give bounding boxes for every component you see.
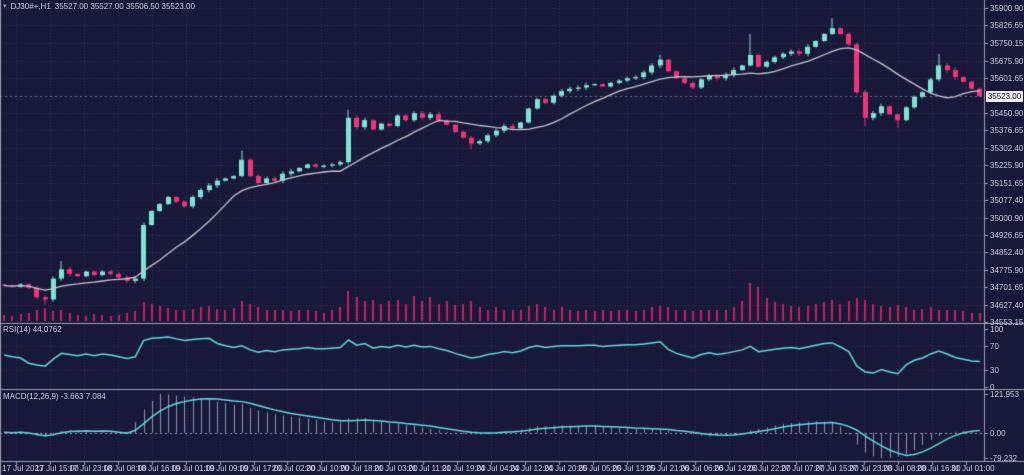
price-tick-label: 35077.40 bbox=[990, 196, 1024, 205]
time-tick-label: 20 Jul 18:00 bbox=[340, 464, 384, 473]
time-tick-label: 26 Jul 06:00 bbox=[680, 464, 724, 473]
time-tick-label: 21 Jul 03:00 bbox=[374, 464, 418, 473]
price-tick-label: 35376.65 bbox=[990, 126, 1024, 135]
time-tick-label: 17 Jul 2023 bbox=[2, 464, 44, 473]
time-tick-label: 20 Jul 02:00 bbox=[272, 464, 316, 473]
time-tick-label: 25 Jul 05:00 bbox=[578, 464, 622, 473]
time-tick-label: 17 Jul 15:00 bbox=[35, 464, 79, 473]
current-price-box: 35523.00 bbox=[986, 91, 1023, 102]
price-tick-label: 35675.90 bbox=[990, 57, 1024, 66]
time-tick-label: 24 Jul 12:00 bbox=[510, 464, 554, 473]
rsi-tick-label: 30 bbox=[990, 366, 999, 375]
time-tick-label: 26 Jul 22:00 bbox=[747, 464, 791, 473]
time-tick-label: 27 Jul 23:00 bbox=[849, 464, 893, 473]
time-tick-label: 27 Jul 07:00 bbox=[781, 464, 825, 473]
time-tick-label: 17 Jul 23:00 bbox=[69, 464, 113, 473]
price-tick-label: 34926.65 bbox=[990, 231, 1024, 240]
macd-panel[interactable]: MACD(12,26,9) -3.663 7.084 bbox=[0, 390, 984, 461]
price-tick-label: 34775.90 bbox=[990, 266, 1024, 275]
price-tick-label: 34627.40 bbox=[990, 301, 1024, 310]
price-tick-label: 35151.65 bbox=[990, 179, 1024, 188]
time-tick-label: 20 Jul 10:00 bbox=[306, 464, 350, 473]
rsi-indicator-label: RSI(14) 44.0762 bbox=[3, 325, 62, 334]
time-tick-label: 27 Jul 15:00 bbox=[815, 464, 859, 473]
rsi-tick-label: 100 bbox=[990, 325, 1004, 334]
time-tick-label: 28 Jul 08:00 bbox=[883, 464, 927, 473]
symbol-title: ▾ DJ30#+,H1 35527.00 35527.00 35506.50 3… bbox=[3, 2, 195, 11]
time-tick-label: 18 Jul 16:00 bbox=[137, 464, 181, 473]
price-tick-label: 34701.65 bbox=[990, 283, 1024, 292]
price-tick-label: 34553.15 bbox=[990, 318, 1024, 327]
time-tick-label: 25 Jul 13:00 bbox=[612, 464, 656, 473]
price-tick-label: 35302.40 bbox=[990, 144, 1024, 153]
macd-tick-label: -79.232 bbox=[990, 454, 1018, 463]
time-tick-label: 19 Jul 01:00 bbox=[171, 464, 215, 473]
rsi-panel[interactable]: RSI(14) 44.0762 bbox=[0, 324, 984, 389]
time-tick-label: 21 Jul 19:00 bbox=[442, 464, 486, 473]
time-tick-label: 31 Jul 01:00 bbox=[951, 464, 995, 473]
price-tick-label: 35000.90 bbox=[990, 214, 1024, 223]
rsi-tick-label: 70 bbox=[990, 342, 999, 351]
time-tick-label: 25 Jul 21:00 bbox=[646, 464, 690, 473]
time-axis[interactable]: 17 Jul 2023 17 Jul 15:00 17 Jul 23:00 18 Ju… bbox=[0, 462, 1024, 475]
macd-indicator-label: MACD(12,26,9) -3.663 7.084 bbox=[3, 392, 106, 401]
rsi-tick-label: 0 bbox=[990, 383, 995, 392]
main-price-panel[interactable]: ▾ DJ30#+,H1 35527.00 35527.00 35506.50 3… bbox=[0, 0, 984, 323]
symbol-timeframe-label: DJ30#+,H1 bbox=[10, 2, 51, 11]
time-tick-label: 21 Jul 11:00 bbox=[408, 464, 451, 473]
symbol-marker-icon: ▾ bbox=[3, 3, 7, 10]
time-tick-label: 28 Jul 16:00 bbox=[917, 464, 961, 473]
macd-tick-label: 0.00 bbox=[990, 429, 1006, 438]
time-tick-label: 24 Jul 04:00 bbox=[476, 464, 520, 473]
price-axis[interactable]: 35900.90 35826.65 35750.15 35675.90 35601.65… bbox=[985, 0, 1024, 463]
price-tick-label: 35900.90 bbox=[990, 4, 1024, 13]
ohlc-readout: 35527.00 35527.00 35506.50 35523.00 bbox=[54, 2, 195, 11]
time-tick-label: 19 Jul 17:00 bbox=[239, 464, 283, 473]
time-tick-label: 24 Jul 20:00 bbox=[544, 464, 588, 473]
time-tick-label: 26 Jul 14:00 bbox=[714, 464, 758, 473]
price-tick-label: 35225.90 bbox=[990, 161, 1024, 170]
time-tick-label: 18 Jul 08:00 bbox=[103, 464, 147, 473]
time-tick-label: 19 Jul 09:00 bbox=[205, 464, 249, 473]
price-tick-label: 35450.90 bbox=[990, 109, 1024, 118]
price-tick-label: 35826.65 bbox=[990, 21, 1024, 30]
macd-tick-label: 121.953 bbox=[990, 390, 1019, 399]
price-tick-label: 35750.15 bbox=[990, 39, 1024, 48]
price-tick-label: 35601.65 bbox=[990, 74, 1024, 83]
price-tick-label: 34852.40 bbox=[990, 248, 1024, 257]
